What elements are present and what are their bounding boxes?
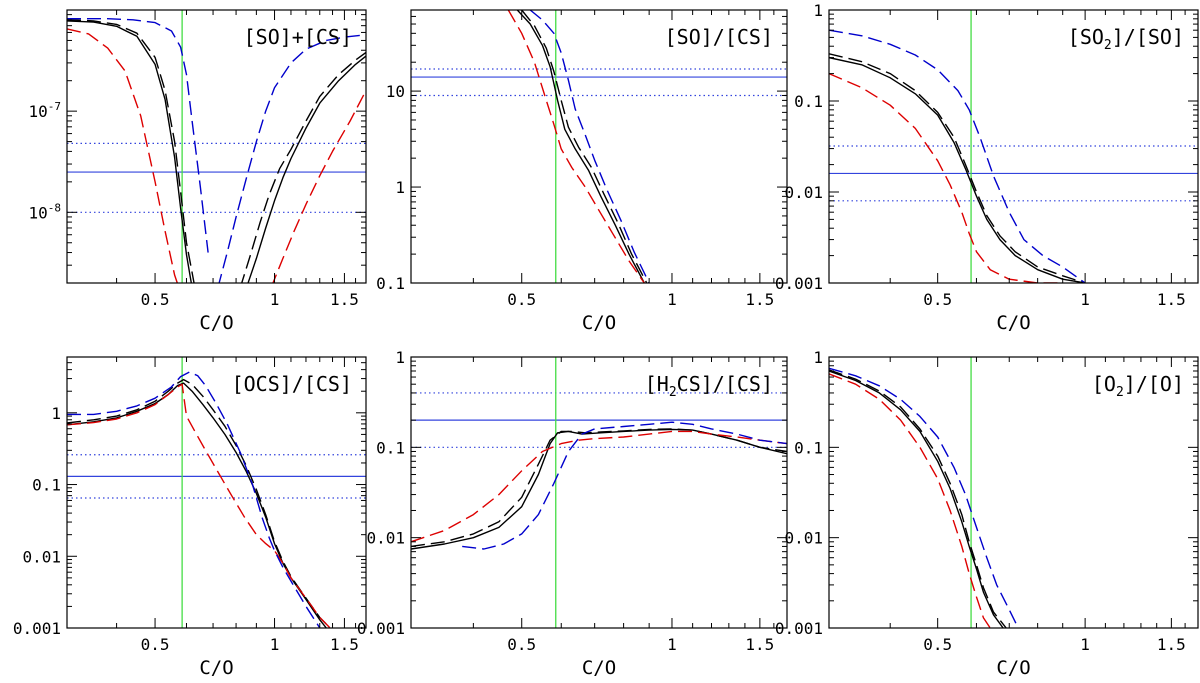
axes-frame [66, 9, 367, 284]
y-tick-label: 10-8 [28, 201, 61, 222]
axes-frame [828, 9, 1199, 284]
y-tick-label: 0.1 [376, 438, 405, 457]
y-tick-label: 1 [813, 348, 823, 367]
y-tick-label: 0.01 [784, 183, 823, 202]
plot-area [829, 357, 1019, 628]
series-model-solid [829, 370, 1004, 628]
y-tick-label: 0.1 [794, 92, 823, 111]
x-tick-label: 0.5 [141, 635, 170, 654]
y-tick-label: 0.01 [22, 547, 61, 566]
series-model-dash-blue [829, 29, 1086, 283]
x-axis-label: C/O [996, 312, 1030, 334]
y-tick-label: 1 [395, 348, 405, 367]
x-tick-label: 1.5 [745, 635, 774, 654]
series-model-dash-black [829, 369, 1007, 628]
series-model-dash-black [67, 19, 195, 283]
x-tick-label: 1 [667, 290, 677, 309]
panel-title: [H2CS]/[CS] [645, 372, 773, 400]
panel-p1: 0.5 1 1.5 10-8 10-7 C/O [SO]+[CS] [28, 9, 367, 334]
panel-title: [SO]/[CS] [665, 25, 773, 49]
x-tick-label: 1.5 [1157, 290, 1186, 309]
x-tick-label: 1 [270, 635, 280, 654]
x-axis-label: C/O [199, 657, 233, 679]
series-model-solid-return [247, 55, 366, 283]
series-model-solid [67, 382, 327, 628]
plot-area [411, 357, 787, 628]
series-model-dash-red [411, 430, 787, 543]
panel-p2: 0.5 1 1.5 0.1 1 10 C/O [SO]/[CS] [376, 9, 788, 334]
y-tick-label: 10 [386, 82, 405, 101]
x-axis-label: C/O [996, 657, 1030, 679]
series-model-dash-blue [67, 371, 321, 628]
x-tick-label: 1.5 [745, 290, 774, 309]
x-tick-label: 0.5 [507, 635, 536, 654]
series-model-dash-red [507, 10, 645, 283]
axes-frame [66, 356, 367, 629]
y-tick-label: 0.001 [775, 274, 823, 293]
series-model-dash-red [829, 373, 991, 628]
x-tick-label: 1.5 [330, 635, 359, 654]
y-tick-label: 0.1 [32, 476, 61, 495]
series-model-dash-red-return [272, 90, 366, 283]
axes-frame [410, 356, 788, 629]
x-tick-label: 0.5 [923, 290, 952, 309]
panel-p3: 0.5 1 1.5 0.001 0.01 0.1 1 C/O [SO2]/[SO] [775, 1, 1199, 334]
x-tick-label: 0.5 [923, 635, 952, 654]
series-model-dash-red [67, 383, 331, 628]
panel-title: [SO]+[CS] [244, 25, 352, 49]
series-model-dash-blue [67, 18, 209, 253]
x-tick-label: 1.5 [330, 290, 359, 309]
panel-title: [OCS]/[CS] [232, 372, 352, 396]
series-model-dash-blue-return [218, 34, 366, 283]
y-tick-label: 0.001 [357, 619, 405, 638]
series-model-solid [516, 10, 645, 283]
series-model-dash-blue [829, 367, 1019, 628]
series-model-dash-red [67, 28, 179, 283]
y-tick-label: 0.01 [366, 529, 405, 548]
plot-area [67, 357, 366, 628]
y-tick-label: 0.1 [794, 438, 823, 457]
panel-p5: 0.5 1 1.5 0.001 0.01 0.1 1 C/O [H2CS]/[CS] [357, 348, 788, 679]
x-axis-label: C/O [582, 657, 616, 679]
series-model-dash-black [411, 428, 787, 548]
x-tick-label: 0.5 [507, 290, 536, 309]
y-tick-label: 1 [51, 404, 61, 423]
x-tick-label: 1.5 [1157, 635, 1186, 654]
y-tick-label: 1 [813, 1, 823, 20]
series-model-dash-black [521, 10, 648, 283]
x-tick-label: 1 [667, 635, 677, 654]
panel-p4: 0.5 1 1.5 0.001 0.01 0.1 1 C/O [OCS]/[CS] [13, 356, 367, 679]
series-model-dash-red [829, 72, 1063, 283]
axes-frame [828, 356, 1199, 629]
x-axis-label: C/O [582, 312, 616, 334]
y-tick-label: 1 [395, 178, 405, 197]
series-model-dash-black [829, 53, 1086, 283]
x-tick-label: 1 [1080, 635, 1090, 654]
panel-p6: 0.5 1 1.5 0.001 0.01 0.1 1 C/O [O2]/[O] [775, 348, 1199, 679]
panel-title: [SO2]/[SO] [1068, 25, 1184, 53]
axes-frame [410, 9, 788, 284]
y-tick-label: 0.001 [13, 619, 61, 638]
y-tick-label: 0.001 [775, 619, 823, 638]
plot-area [67, 10, 366, 283]
series-model-dash-black [67, 378, 331, 628]
x-axis-label: C/O [199, 312, 233, 334]
y-tick-label: 0.1 [376, 274, 405, 293]
series-model-dash-blue [529, 10, 650, 283]
series-model-solid [67, 20, 193, 283]
y-tick-label: 10-7 [28, 100, 61, 121]
x-tick-label: 1 [1080, 290, 1090, 309]
series-model-dash-blue [462, 421, 787, 550]
plot-area [829, 10, 1198, 283]
series-model-solid [829, 56, 1086, 283]
x-tick-label: 0.5 [141, 290, 170, 309]
plot-area [411, 10, 787, 283]
series-model-dash-black-return [240, 51, 366, 283]
y-tick-label: 0.01 [784, 529, 823, 548]
panel-title: [O2]/[O] [1092, 372, 1184, 400]
x-tick-label: 1 [270, 290, 280, 309]
